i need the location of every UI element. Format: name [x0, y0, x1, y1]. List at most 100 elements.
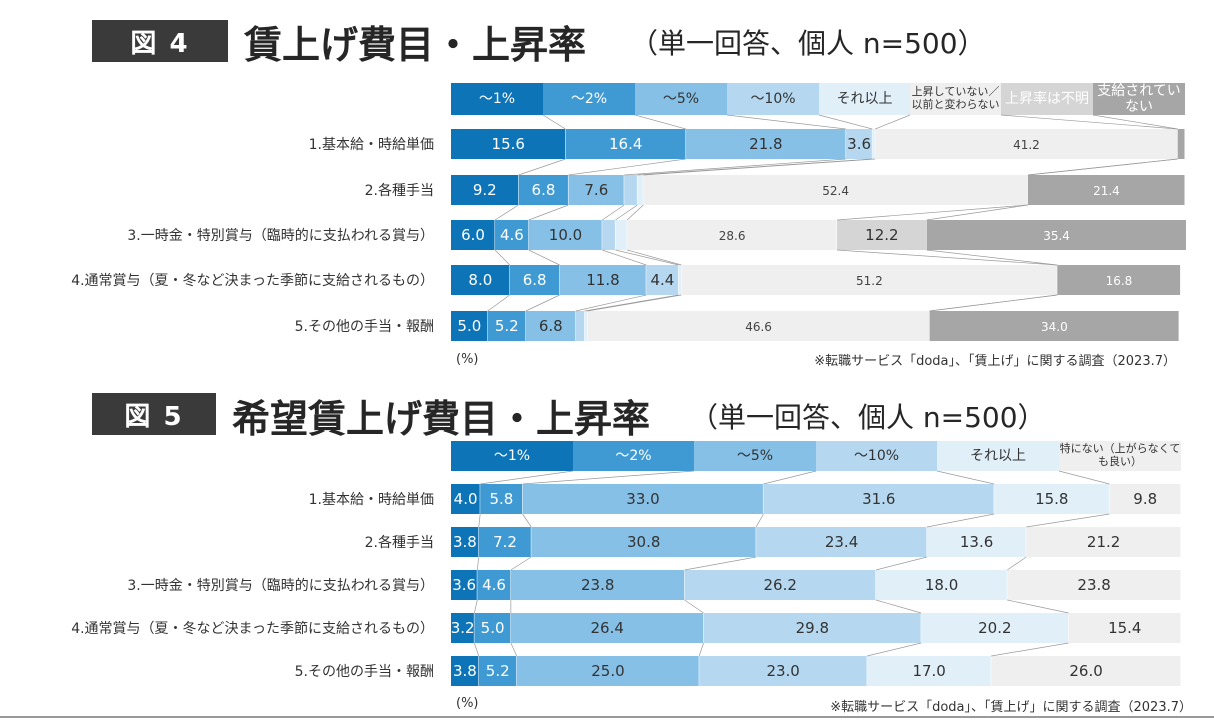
figure-4-data-label: 16.8 — [1106, 274, 1133, 288]
figure-4-data-label: 41.2 — [1013, 138, 1040, 152]
figure-4-connector-line — [837, 204, 1028, 221]
figure-4-bar-segment — [525, 311, 576, 341]
figure-4-data-label: 6.8 — [539, 317, 563, 335]
figure-4-title: 賃上げ費目・上昇率 — [244, 23, 587, 67]
figure-4-data-label: 46.6 — [745, 320, 772, 334]
figure-4-data-label: 21.4 — [1093, 184, 1120, 198]
figure-5-category-label: 5.その他の手当・報酬 — [294, 664, 434, 680]
bottom-rule — [0, 716, 1214, 718]
figure-5-subtitle: （単一回答、個人 n=500） — [690, 401, 1046, 434]
figure-4-bar-segment — [685, 129, 846, 159]
figure-4-bar-segment — [845, 129, 872, 159]
figure-4-data-label: 6.8 — [523, 271, 547, 289]
figure-5-category-label: 1.基本給・時給単価 — [308, 492, 434, 508]
figure-4-connector-line — [584, 294, 679, 312]
figure-4-bar-segment — [615, 220, 627, 250]
figure-4-bar-segment — [643, 175, 1028, 205]
figure-4-connector-line — [615, 249, 679, 266]
figure-4-bar-segment — [568, 175, 624, 205]
figure-4-data-label: 11.8 — [586, 271, 619, 289]
figure-4-legend-item: 上昇率は不明 — [1001, 83, 1093, 115]
figure-4-data-label: 12.2 — [865, 226, 898, 244]
figure-4-connector-line — [528, 204, 569, 221]
figure-4-data-label: 35.4 — [1043, 229, 1070, 243]
figure-4-bar-segment — [451, 265, 510, 295]
figure-4-connector-line — [634, 114, 686, 130]
figure-4-connector-line — [875, 114, 911, 130]
figure-4-connector-line — [525, 294, 560, 312]
figure-4-bar-segment — [451, 311, 488, 341]
figure-4-bar-segment — [509, 265, 560, 295]
figure-4-connector-line — [542, 114, 566, 130]
figure-4-bar-segment — [602, 220, 615, 250]
figure-5-badge: 図 5 — [92, 393, 216, 435]
figure-4-category-label: 3.一時金・特別賞与（臨時的に支払われる賞与） — [127, 228, 434, 244]
figure-4-connector-line — [487, 294, 510, 312]
figure-4-data-label: 5.0 — [457, 317, 481, 335]
figure-4-legend-item: ～5% — [635, 83, 727, 115]
figure-4-connector-line — [624, 158, 846, 176]
figure-4-category-label: 2.各種手当 — [364, 183, 434, 199]
figure-4-bar-segment — [518, 175, 568, 205]
figure-4-connector-line — [926, 204, 1028, 221]
figure-5-category-label: 3.一時金・特別賞与（臨時的に支払われる賞与） — [127, 578, 434, 594]
figure-4-legend-item: ～10% — [727, 83, 819, 115]
figure-4-data-label: 10.0 — [549, 226, 582, 244]
figure-4-legend-item: ～2% — [543, 83, 635, 115]
figure-4-bar-segment — [1177, 129, 1185, 159]
figure-4-category-label: 1.基本給・時給単価 — [308, 137, 434, 153]
figure-4-data-label: 16.4 — [609, 135, 642, 153]
figure-4-data-label: 52.4 — [822, 184, 849, 198]
figure-4-bar-segment — [646, 265, 679, 295]
figure-5-legend-item: ～5% — [694, 441, 816, 471]
figure-4-bar-segment — [627, 220, 837, 250]
figure-4-bar-segment — [451, 220, 495, 250]
figure-4-legend-item: 上昇していない／以前と変わらない — [910, 83, 1001, 115]
figure-4-connector-line — [528, 249, 560, 266]
figure-4-subtitle: （単一回答、個人 n=500） — [630, 27, 986, 60]
figure-4-connector-line — [926, 249, 1058, 266]
figure-4-bar-segment — [926, 220, 1186, 250]
figure-4-connector-line — [575, 294, 647, 312]
figure-4-bar-segment — [451, 175, 519, 205]
figure-5-legend-item: 特にない（上がらなくても良い） — [1059, 441, 1181, 471]
figure-4-connector-line — [837, 249, 1058, 266]
figure-4-connector-line — [818, 114, 873, 130]
figure-4-connector-line — [627, 249, 682, 266]
figure-5-legend-item: それ以上 — [937, 441, 1059, 471]
figure-4-data-label: 6.0 — [461, 226, 485, 244]
figure-4-data-label: 51.2 — [856, 274, 883, 288]
figure-4-data-label: 28.6 — [719, 229, 746, 243]
figure-4-connector-line — [929, 294, 1058, 312]
figure-4-data-label: 3.6 — [847, 135, 871, 153]
figure-4-connector-line — [568, 158, 686, 176]
figure-4-unit-label: (%) — [456, 352, 479, 367]
figure-4-legend-item: ～1% — [451, 83, 543, 115]
figure-4-data-label: 21.8 — [749, 135, 782, 153]
figure-4-connector-line — [643, 158, 876, 176]
figure-5-source: ※転職サービス「doda」、「賃上げ」に関する調査（2023.7） — [830, 700, 1192, 715]
figure-5-title: 希望賃上げ費目・上昇率 — [232, 397, 651, 441]
figure-4-bar-segment — [451, 129, 565, 159]
figure-4-data-label: 6.8 — [532, 181, 556, 199]
figure-4-source: ※転職サービス「doda」、「賃上げ」に関する調査（2023.7） — [814, 354, 1176, 369]
figure-4-data-label: 4.4 — [650, 271, 674, 289]
figure-5-legend-item: ～10% — [816, 441, 937, 471]
figure-4-data-label: 5.2 — [495, 317, 519, 335]
figure-4-connector-line — [518, 158, 566, 176]
figure-5-legend-item: ～1% — [451, 441, 573, 471]
figure-4-badge: 図 4 — [92, 20, 228, 62]
figure-4-connector-line — [494, 249, 510, 266]
figure-4-data-label: 7.6 — [584, 181, 608, 199]
figure-4-bar-segment — [681, 265, 1057, 295]
figure-4-bar-segment — [875, 129, 1178, 159]
figure-4-connector-line — [1027, 158, 1178, 176]
figure-4-connector-line — [1000, 114, 1178, 130]
figure-4-bar-segment — [837, 220, 927, 250]
figure-4-bar-segment — [584, 311, 588, 341]
figure-4-data-label: 4.6 — [500, 226, 524, 244]
figure-4-connector-line — [1092, 114, 1178, 130]
figure-5-category-label: 4.通常賞与（夏・冬など決まった季節に支給されるもの） — [71, 621, 434, 637]
figure-4-connector-line — [494, 204, 519, 221]
